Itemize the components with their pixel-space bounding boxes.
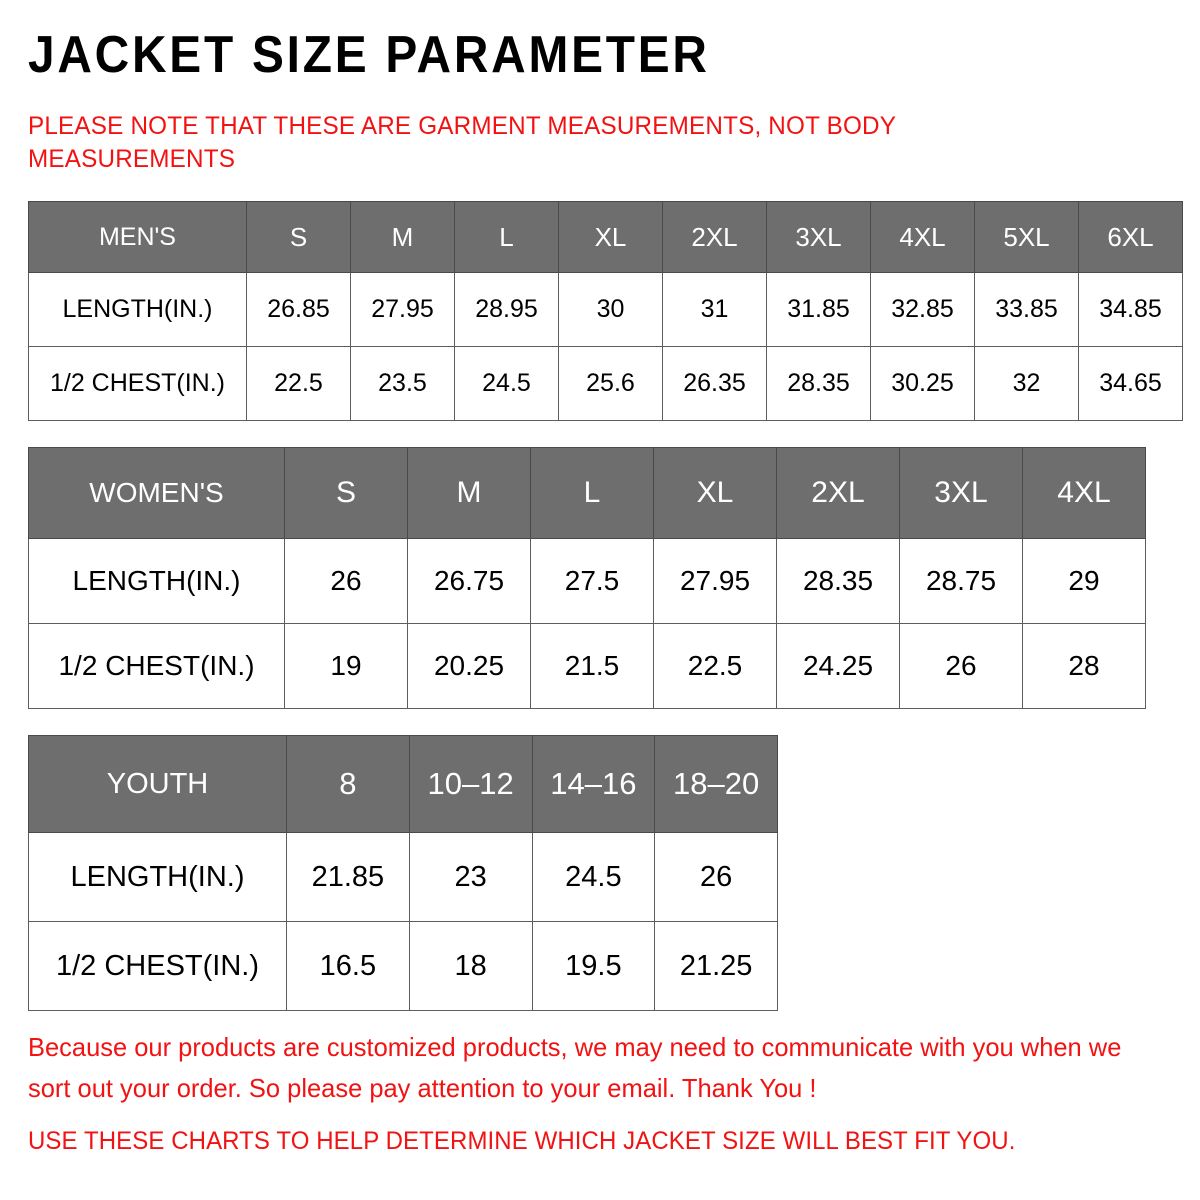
womens-measurement-value: 28.35 xyxy=(776,538,900,624)
womens-table-header: WOMEN'S S M L XL 2XL 3XL 4XL xyxy=(28,447,1146,539)
table-row: 1/2 CHEST(IN.) 19 20.25 21.5 22.5 24.25 26 28 xyxy=(28,623,1146,709)
youth-table-header: YOUTH 8 10–12 14–16 18–20 xyxy=(28,735,778,833)
header-row: YOUTH 8 10–12 14–16 18–20 xyxy=(28,735,778,833)
womens-measurement-value: 26.75 xyxy=(407,538,531,624)
mens-measurement-value: 32.85 xyxy=(870,272,975,347)
mens-table-header: MEN'S S M L XL 2XL 3XL 4XL 5XL 6XL xyxy=(28,201,1183,273)
womens-table-body: LENGTH(IN.) 26 26.75 27.5 27.95 28.35 28.75 29 1… xyxy=(28,538,1146,709)
mens-table-body: LENGTH(IN.) 26.85 27.95 28.95 30 31 31.85 32.85… xyxy=(28,272,1183,421)
womens-size-table: WOMEN'S S M L XL 2XL 3XL 4XL LENGTH(IN.) 26 26.75… xyxy=(28,447,1146,709)
mens-header-label: MEN'S xyxy=(28,201,247,273)
womens-header-label: WOMEN'S xyxy=(28,447,285,539)
table-row: 1/2 CHEST(IN.) 22.5 23.5 24.5 25.6 26.35 28.35… xyxy=(28,346,1183,421)
womens-measurement-value: 27.5 xyxy=(530,538,654,624)
mens-size-header: 4XL xyxy=(870,201,975,273)
womens-size-header: XL xyxy=(653,447,777,539)
header-row: MEN'S S M L XL 2XL 3XL 4XL 5XL 6XL xyxy=(28,201,1183,273)
mens-size-header: 6XL xyxy=(1078,201,1183,273)
table-row: 1/2 CHEST(IN.) 16.5 18 19.5 21.25 xyxy=(28,921,778,1011)
womens-measurement-value: 28.75 xyxy=(899,538,1023,624)
youth-measurement-value: 18 xyxy=(408,921,533,1011)
youth-measurement-value: 23 xyxy=(408,832,533,922)
youth-size-header: 18–20 xyxy=(654,735,778,833)
mens-measurement-value: 24.5 xyxy=(454,346,559,421)
womens-measurement-value: 27.95 xyxy=(653,538,777,624)
womens-measurement-value: 26 xyxy=(284,538,408,624)
womens-measurement-value: 29 xyxy=(1022,538,1146,624)
womens-measurement-value: 26 xyxy=(899,623,1023,709)
mens-size-header: XL xyxy=(558,201,663,273)
womens-measurement-value: 21.5 xyxy=(530,623,654,709)
youth-measurement-label: LENGTH(IN.) xyxy=(28,832,287,922)
mens-size-table: MEN'S S M L XL 2XL 3XL 4XL 5XL 6XL LENGTH(IN.) 26.… xyxy=(28,201,1183,421)
mens-measurement-value: 30.25 xyxy=(870,346,975,421)
mens-size-header: 5XL xyxy=(974,201,1079,273)
mens-measurement-value: 31 xyxy=(662,272,767,347)
womens-size-header: 3XL xyxy=(899,447,1023,539)
womens-measurement-value: 28 xyxy=(1022,623,1146,709)
youth-measurement-value: 26 xyxy=(654,832,778,922)
youth-measurement-value: 21.85 xyxy=(286,832,410,922)
mens-measurement-value: 23.5 xyxy=(350,346,455,421)
mens-measurement-value: 26.35 xyxy=(662,346,767,421)
mens-measurement-value: 28.95 xyxy=(454,272,559,347)
mens-measurement-value: 34.65 xyxy=(1078,346,1183,421)
womens-size-header: L xyxy=(530,447,654,539)
womens-size-header: M xyxy=(407,447,531,539)
mens-measurement-value: 34.85 xyxy=(1078,272,1183,347)
youth-size-header: 14–16 xyxy=(531,735,656,833)
youth-measurement-value: 21.25 xyxy=(654,921,778,1011)
womens-size-header: 4XL xyxy=(1022,447,1146,539)
mens-measurement-value: 30 xyxy=(558,272,663,347)
youth-measurement-value: 24.5 xyxy=(531,832,656,922)
womens-measurement-value: 22.5 xyxy=(653,623,777,709)
womens-measurement-label: LENGTH(IN.) xyxy=(28,538,285,624)
womens-measurement-value: 19 xyxy=(284,623,408,709)
mens-size-header: M xyxy=(350,201,455,273)
youth-measurement-label: 1/2 CHEST(IN.) xyxy=(28,921,287,1011)
table-row: LENGTH(IN.) 26.85 27.95 28.95 30 31 31.85 32.85… xyxy=(28,272,1183,347)
table-row: LENGTH(IN.) 26 26.75 27.5 27.95 28.35 28.75 29 xyxy=(28,538,1146,624)
womens-size-header: S xyxy=(284,447,408,539)
chart-usage-note: USE THESE CHARTS TO HELP DETERMINE WHICH… xyxy=(28,1127,1016,1155)
womens-size-header: 2XL xyxy=(776,447,900,539)
youth-size-header: 10–12 xyxy=(408,735,533,833)
table-row: LENGTH(IN.) 21.85 23 24.5 26 xyxy=(28,832,778,922)
mens-measurement-label: 1/2 CHEST(IN.) xyxy=(28,346,247,421)
womens-measurement-value: 24.25 xyxy=(776,623,900,709)
youth-measurement-value: 19.5 xyxy=(531,921,656,1011)
mens-size-header: S xyxy=(246,201,351,273)
mens-measurement-value: 27.95 xyxy=(350,272,455,347)
mens-measurement-label: LENGTH(IN.) xyxy=(28,272,247,347)
youth-measurement-value: 16.5 xyxy=(286,921,410,1011)
mens-size-header: 3XL xyxy=(766,201,871,273)
mens-size-header: L xyxy=(454,201,559,273)
header-row: WOMEN'S S M L XL 2XL 3XL 4XL xyxy=(28,447,1146,539)
youth-table-body: LENGTH(IN.) 21.85 23 24.5 26 1/2 CHEST(IN.) 16… xyxy=(28,832,778,1011)
youth-size-header: 8 xyxy=(286,735,410,833)
mens-measurement-value: 32 xyxy=(974,346,1079,421)
customization-note: Because our products are customized prod… xyxy=(28,1032,1122,1103)
youth-size-table: YOUTH 8 10–12 14–16 18–20 LENGTH(IN.) 21.85 23… xyxy=(28,735,778,1011)
womens-measurement-value: 20.25 xyxy=(407,623,531,709)
youth-header-label: YOUTH xyxy=(28,735,287,833)
mens-size-header: 2XL xyxy=(662,201,767,273)
page-title: JACKET SIZE PARAMETER xyxy=(28,26,710,84)
mens-measurement-value: 31.85 xyxy=(766,272,871,347)
mens-measurement-value: 28.35 xyxy=(766,346,871,421)
mens-measurement-value: 22.5 xyxy=(246,346,351,421)
mens-measurement-value: 33.85 xyxy=(974,272,1079,347)
womens-measurement-label: 1/2 CHEST(IN.) xyxy=(28,623,285,709)
mens-measurement-value: 26.85 xyxy=(246,272,351,347)
garment-measurement-note: PLEASE NOTE THAT THESE ARE GARMENT MEASU… xyxy=(28,112,896,173)
mens-measurement-value: 25.6 xyxy=(558,346,663,421)
